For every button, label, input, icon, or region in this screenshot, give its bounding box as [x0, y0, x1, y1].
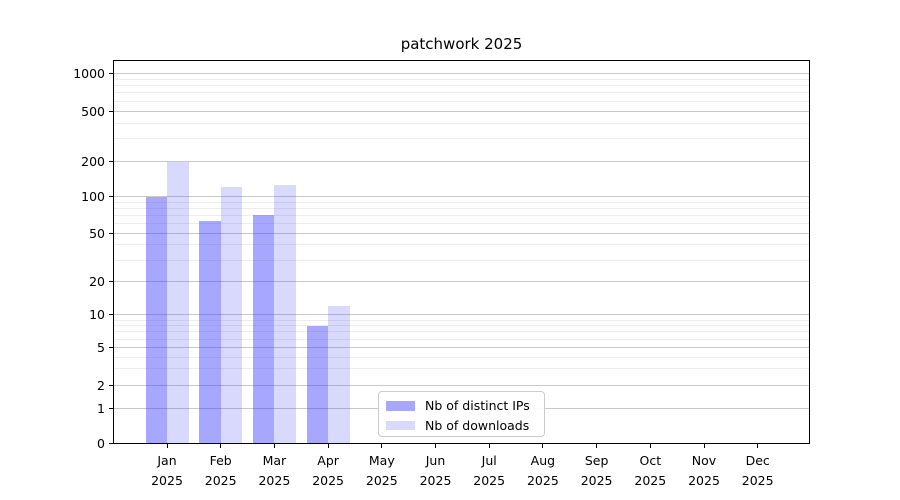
- x-tick-mark-mar: [273, 444, 275, 448]
- y-tick-mark-2: [109, 384, 113, 386]
- x-tick-mark-feb: [220, 444, 222, 448]
- minor-gridline-7: [114, 331, 809, 333]
- x-tick-label-nov: Nov 2025: [688, 453, 720, 488]
- x-tick-label-may: May 2025: [365, 453, 398, 488]
- x-tick-label-aug: Aug 2025: [526, 453, 559, 488]
- minor-gridline-3: [114, 368, 809, 370]
- major-gridline-2: [114, 384, 809, 386]
- bar-nb-of-downloads-apr: [328, 306, 350, 443]
- legend-label-distinct-ips: Nb of distinct IPs: [425, 398, 530, 414]
- y-tick-label-500: 500: [81, 103, 105, 119]
- legend-item-distinct-ips: Nb of distinct IPs: [386, 396, 544, 416]
- y-tick-mark-200: [109, 160, 113, 162]
- bar-nb-of-downloads-jan: [167, 162, 189, 443]
- minor-gridline-8: [114, 325, 809, 327]
- y-tick-mark-500: [109, 110, 113, 112]
- x-tick-label-sep: Sep 2025: [580, 453, 613, 488]
- legend-item-downloads: Nb of downloads: [386, 416, 544, 436]
- x-tick-mark-nov: [703, 444, 705, 448]
- minor-gridline-300: [114, 138, 809, 140]
- minor-gridline-6: [114, 338, 809, 340]
- major-gridline-200: [114, 160, 809, 162]
- major-gridline-1000: [114, 73, 809, 75]
- legend-swatch-downloads-icon: [386, 420, 415, 430]
- x-tick-label-oct: Oct 2025: [634, 453, 667, 488]
- bar-nb-of-downloads-feb: [220, 187, 243, 443]
- y-tick-label-200: 200: [81, 153, 105, 169]
- x-tick-label-dec: Dec 2025: [741, 453, 774, 488]
- major-gridline-5: [114, 347, 809, 349]
- x-tick-label-apr: Apr 2025: [312, 453, 344, 488]
- major-gridline-10: [114, 314, 809, 316]
- bar-nb-of-distinct-ips-jan: [145, 196, 167, 443]
- bar-nb-of-downloads-mar: [274, 185, 296, 443]
- y-tick-label-20: 20: [89, 274, 105, 290]
- legend-label-downloads: Nb of downloads: [425, 417, 530, 433]
- bar-nb-of-distinct-ips-mar: [252, 214, 275, 443]
- bars-layer: [114, 61, 809, 443]
- y-tick-mark-50: [109, 232, 113, 234]
- minor-gridline-600: [114, 100, 809, 102]
- y-tick-label-1000: 1000: [73, 66, 105, 82]
- minor-gridline-9: [114, 319, 809, 321]
- minor-gridline-80: [114, 208, 809, 210]
- x-tick-label-jun: Jun 2025: [419, 453, 452, 488]
- minor-gridline-4: [114, 356, 809, 358]
- minor-gridline-900: [114, 78, 809, 80]
- y-tick-label-0: 0: [97, 435, 105, 451]
- x-tick-label-mar: Mar 2025: [258, 453, 291, 488]
- legend: Nb of distinct IPs Nb of downloads: [378, 391, 545, 437]
- y-tick-mark-20: [109, 281, 113, 283]
- x-tick-mark-jun: [435, 444, 436, 448]
- y-tick-label-50: 50: [89, 225, 105, 241]
- minor-gridline-60: [114, 223, 809, 225]
- x-tick-mark-may: [381, 444, 383, 448]
- minor-gridline-400: [114, 122, 809, 124]
- y-tick-label-5: 5: [97, 340, 105, 356]
- x-tick-label-jan: Jan 2025: [151, 453, 183, 488]
- y-tick-mark-10: [109, 314, 113, 316]
- bar-nb-of-distinct-ips-apr: [306, 325, 329, 443]
- major-gridline-500: [114, 110, 809, 112]
- y-tick-label-10: 10: [89, 307, 105, 323]
- minor-gridline-30: [114, 259, 809, 261]
- y-tick-label-1: 1: [97, 400, 105, 416]
- x-tick-mark-aug: [542, 444, 544, 448]
- minor-gridline-700: [114, 92, 809, 94]
- y-tick-mark-100: [109, 196, 113, 198]
- bar-nb-of-distinct-ips-feb: [199, 221, 221, 443]
- y-tick-mark-1000: [109, 73, 113, 75]
- x-tick-label-feb: Feb 2025: [204, 453, 237, 488]
- y-tick-mark-5: [109, 347, 113, 349]
- major-gridline-50: [114, 232, 809, 234]
- x-tick-mark-jul: [488, 444, 490, 448]
- y-tick-label-2: 2: [97, 377, 105, 393]
- x-tick-mark-jan: [166, 444, 168, 448]
- y-tick-mark-1: [109, 407, 113, 409]
- x-tick-mark-dec: [757, 444, 759, 448]
- minor-gridline-800: [114, 85, 809, 87]
- x-tick-label-jul: Jul 2025: [473, 453, 506, 488]
- grid-layer: [114, 61, 809, 443]
- x-tick-mark-sep: [596, 444, 598, 448]
- x-tick-mark-oct: [649, 444, 651, 448]
- minor-gridline-90: [114, 201, 809, 203]
- major-gridline-20: [114, 281, 809, 283]
- chart-title: patchwork 2025: [400, 35, 523, 53]
- y-tick-label-100: 100: [81, 189, 105, 205]
- x-tick-mark-apr: [327, 444, 329, 448]
- y-tick-mark-0: [109, 442, 113, 444]
- plot-area: Nb of distinct IPs Nb of downloads: [113, 60, 810, 444]
- major-gridline-100: [114, 196, 809, 198]
- minor-gridline-40: [114, 244, 809, 246]
- minor-gridline-70: [114, 215, 809, 217]
- legend-swatch-distinct-ips-icon: [386, 401, 415, 411]
